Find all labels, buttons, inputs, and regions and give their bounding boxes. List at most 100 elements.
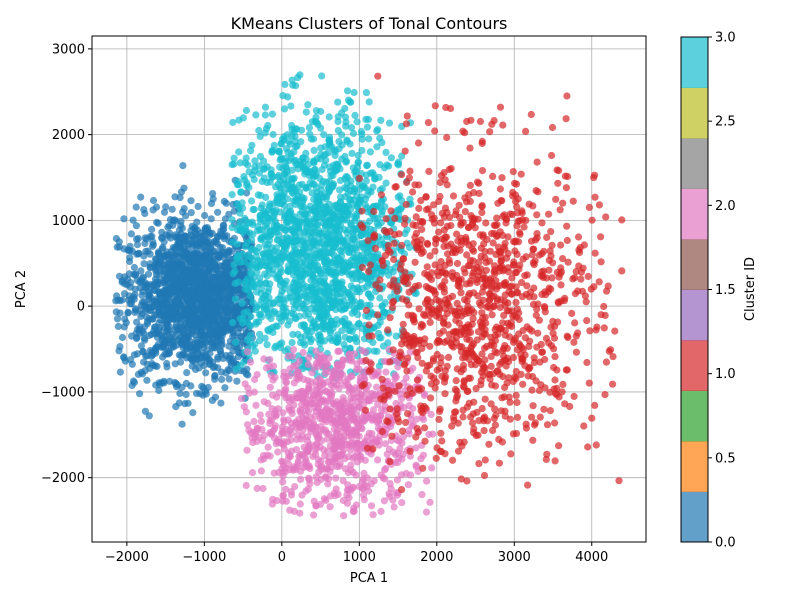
- point: [112, 308, 120, 316]
- point: [445, 330, 453, 338]
- point: [361, 273, 369, 282]
- point: [242, 481, 250, 490]
- point: [155, 249, 163, 258]
- point: [302, 218, 310, 226]
- point: [257, 235, 265, 243]
- point: [191, 316, 199, 324]
- point: [180, 337, 188, 345]
- point: [552, 195, 560, 203]
- point: [289, 189, 297, 197]
- point: [342, 377, 350, 385]
- point: [266, 227, 275, 235]
- point: [131, 291, 139, 299]
- point: [449, 456, 457, 464]
- point: [545, 339, 553, 347]
- point: [299, 249, 308, 258]
- point: [292, 250, 300, 258]
- point: [300, 375, 308, 383]
- point: [469, 410, 477, 418]
- point: [440, 169, 448, 177]
- point: [299, 426, 307, 434]
- point: [116, 368, 124, 376]
- point: [241, 243, 249, 251]
- point: [397, 171, 406, 179]
- point: [469, 315, 477, 323]
- point: [309, 240, 317, 248]
- point: [320, 131, 328, 139]
- point: [363, 162, 371, 170]
- point: [155, 386, 163, 395]
- point: [301, 341, 309, 349]
- point: [437, 359, 445, 367]
- point: [301, 332, 309, 340]
- point: [184, 292, 192, 300]
- point: [406, 447, 414, 455]
- point: [288, 178, 296, 186]
- point: [353, 118, 361, 126]
- point: [403, 178, 411, 187]
- point: [341, 104, 349, 113]
- point: [320, 301, 328, 309]
- point: [393, 410, 401, 418]
- point: [202, 369, 210, 377]
- point: [491, 421, 499, 429]
- point: [289, 81, 297, 89]
- point: [478, 203, 486, 211]
- point: [341, 465, 349, 473]
- point: [281, 285, 289, 293]
- point: [343, 234, 351, 242]
- point: [218, 285, 226, 293]
- point: [370, 477, 378, 485]
- point: [403, 367, 411, 375]
- point: [609, 380, 617, 388]
- point: [312, 113, 320, 121]
- point: [321, 426, 329, 434]
- point: [399, 320, 407, 328]
- point: [297, 409, 305, 417]
- point: [268, 405, 276, 413]
- point: [222, 369, 230, 377]
- point: [287, 283, 295, 291]
- point: [357, 455, 365, 463]
- point: [363, 387, 371, 395]
- point: [265, 285, 273, 293]
- point: [203, 283, 212, 291]
- point: [501, 383, 509, 392]
- point: [281, 80, 289, 88]
- point: [268, 148, 276, 156]
- point: [279, 441, 288, 449]
- point: [290, 362, 298, 370]
- point: [423, 263, 431, 271]
- point: [192, 345, 201, 353]
- point: [252, 318, 260, 326]
- point: [370, 207, 378, 215]
- point: [320, 152, 328, 160]
- point: [523, 282, 531, 290]
- point: [389, 496, 397, 504]
- point: [230, 154, 238, 162]
- point: [180, 279, 188, 287]
- point: [341, 315, 349, 323]
- point: [272, 183, 280, 191]
- point: [377, 334, 385, 342]
- point: [243, 348, 251, 356]
- point: [557, 281, 565, 289]
- point: [412, 461, 420, 469]
- point: [229, 319, 237, 327]
- point: [300, 284, 308, 292]
- point: [493, 297, 501, 305]
- point: [368, 389, 376, 398]
- point: [354, 151, 362, 160]
- point: [137, 193, 145, 201]
- point: [486, 375, 494, 383]
- point: [237, 188, 245, 196]
- point: [297, 475, 305, 483]
- point: [175, 328, 183, 336]
- point: [205, 310, 213, 318]
- point: [260, 398, 268, 406]
- point: [363, 474, 372, 482]
- point: [348, 149, 356, 157]
- point: [302, 149, 310, 157]
- point: [343, 184, 351, 193]
- point: [377, 204, 385, 212]
